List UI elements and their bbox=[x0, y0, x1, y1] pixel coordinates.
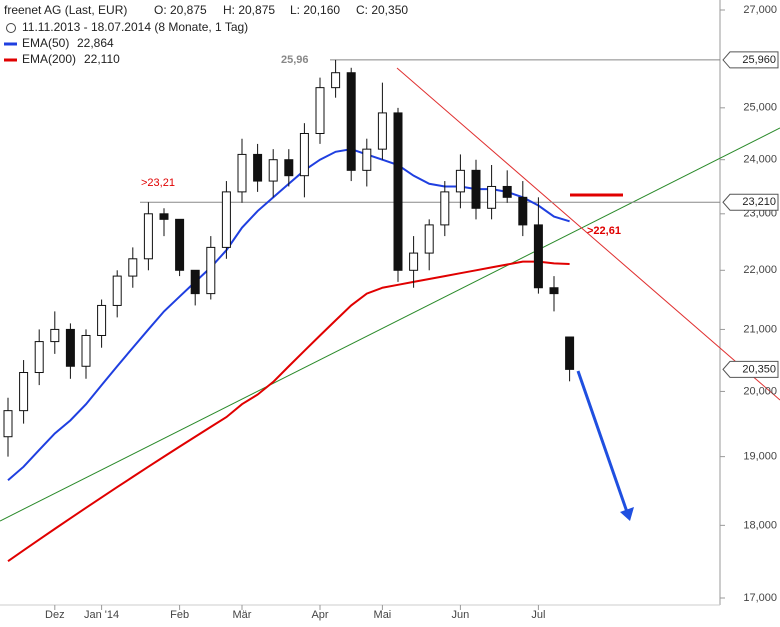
candle-body bbox=[221, 191, 231, 248]
candle-body bbox=[34, 341, 44, 374]
candle-body bbox=[299, 132, 309, 177]
y-tick-label: 17,000 bbox=[743, 592, 777, 604]
candle-body bbox=[175, 218, 185, 271]
ema-line bbox=[7, 148, 570, 482]
candle-body bbox=[518, 196, 528, 226]
subtitle: 11.11.2013 - 18.07.2014 (8 Monate, 1 Tag… bbox=[22, 20, 248, 34]
legend-value: 22,110 bbox=[84, 52, 120, 66]
x-tick-label: Jun bbox=[452, 609, 470, 621]
x-tick-label: Jul bbox=[531, 609, 545, 621]
quote-high: H: 20,875 bbox=[223, 3, 275, 17]
candle-body bbox=[440, 191, 450, 226]
x-tick-label: Apr bbox=[311, 609, 328, 621]
candle-body bbox=[455, 169, 465, 193]
x-tick-label: Feb bbox=[170, 609, 189, 621]
candle-body bbox=[268, 159, 278, 182]
y-tick-label: 18,000 bbox=[743, 519, 777, 531]
arrow-head bbox=[620, 507, 634, 521]
candle-body bbox=[50, 328, 60, 343]
x-tick-label: Mär bbox=[233, 609, 252, 621]
candle-body bbox=[65, 328, 75, 367]
legend-value: 22,864 bbox=[77, 36, 114, 50]
candle-body bbox=[471, 169, 481, 209]
candle-body bbox=[346, 72, 356, 171]
candle-body bbox=[128, 258, 138, 277]
support-trendline bbox=[0, 127, 780, 522]
candle-body bbox=[112, 275, 122, 306]
annotation: 25,96 bbox=[281, 54, 309, 66]
x-tick-label: Mai bbox=[374, 609, 392, 621]
candle-body bbox=[19, 372, 29, 412]
candle-body bbox=[3, 410, 13, 438]
y-tick-label: 25,000 bbox=[743, 102, 777, 114]
y-tick-label: 20,000 bbox=[743, 385, 777, 397]
chart-title: freenet AG (Last, EUR) bbox=[4, 3, 127, 17]
legend-label: EMA(200) bbox=[22, 52, 76, 66]
candle-body bbox=[331, 72, 341, 89]
y-tick-label: 19,000 bbox=[743, 451, 777, 463]
legend-label: EMA(50) bbox=[22, 36, 69, 50]
resistance-trendline bbox=[396, 67, 780, 401]
candle-body bbox=[393, 112, 403, 271]
candle-body bbox=[409, 252, 419, 271]
candle-body bbox=[377, 112, 387, 150]
x-tick-label: Dez bbox=[45, 609, 65, 621]
candle-body bbox=[533, 224, 543, 289]
level-box bbox=[722, 193, 779, 211]
candle-body bbox=[190, 269, 200, 295]
candle-body bbox=[237, 153, 247, 193]
candle-body bbox=[424, 224, 434, 254]
quote-low: L: 20,160 bbox=[290, 3, 340, 17]
annotation: >22,61 bbox=[587, 225, 621, 237]
y-tick-label: 22,000 bbox=[743, 264, 777, 276]
candle-body bbox=[253, 153, 263, 182]
quote-open: O: 20,875 bbox=[154, 3, 207, 17]
candle-body bbox=[159, 213, 169, 220]
candle-body bbox=[284, 159, 294, 177]
candle-body bbox=[97, 304, 107, 336]
annotation: >23,21 bbox=[141, 177, 175, 189]
candle-body bbox=[565, 336, 575, 370]
y-tick-label: 21,000 bbox=[743, 323, 777, 335]
level-label: 20,350 bbox=[742, 363, 776, 375]
ema-line bbox=[7, 260, 570, 562]
y-tick-label: 27,000 bbox=[743, 4, 777, 16]
candle-body bbox=[81, 334, 91, 367]
level-box bbox=[722, 51, 779, 69]
quote-close: C: 20,350 bbox=[356, 3, 408, 17]
level-box bbox=[722, 360, 779, 378]
candle-body bbox=[143, 213, 153, 260]
clock-icon bbox=[6, 23, 16, 33]
level-label: 25,960 bbox=[742, 54, 776, 66]
candle-body bbox=[315, 87, 325, 134]
candle-body bbox=[206, 246, 216, 295]
candle-body bbox=[487, 185, 497, 209]
x-tick-label: Jan '14 bbox=[84, 609, 119, 621]
candle-body bbox=[362, 148, 372, 171]
level-label: 23,210 bbox=[742, 196, 776, 208]
forecast-arrow bbox=[576, 370, 629, 513]
y-tick-label: 24,000 bbox=[743, 154, 777, 166]
candle-body bbox=[502, 185, 512, 198]
candle-body bbox=[549, 287, 559, 295]
